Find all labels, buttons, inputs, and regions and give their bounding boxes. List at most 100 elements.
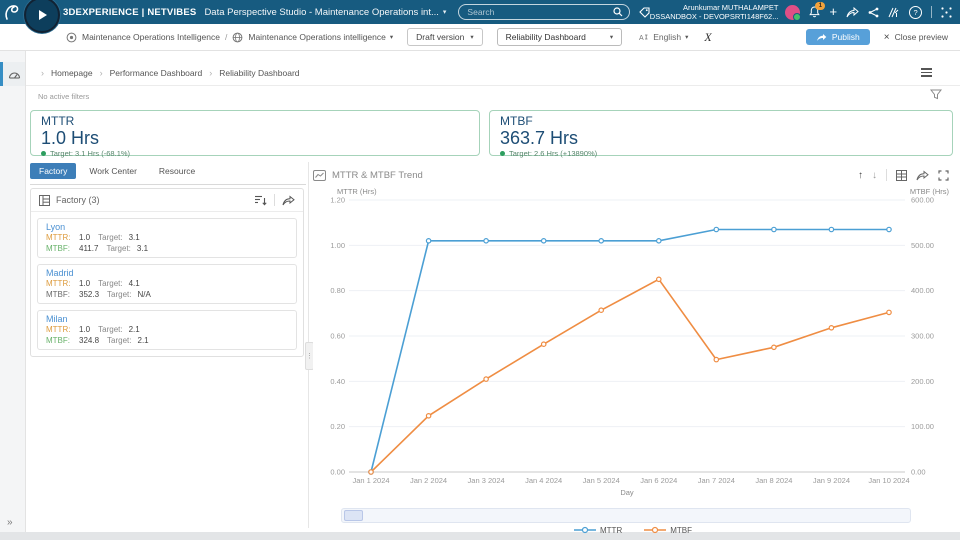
table-view-icon[interactable] [896, 169, 907, 181]
breadcrumb-separator: › [99, 67, 103, 78]
metric-label: MTBF: [46, 289, 70, 299]
breadcrumb-row: › Homepage › Performance Dashboard › Reliabil… [26, 60, 960, 86]
tab-factory[interactable]: Factory [30, 163, 77, 179]
metric-target-label: Target: [107, 289, 132, 299]
svg-text:Jan 5 2024: Jan 5 2024 [583, 476, 620, 485]
tab-resource[interactable]: Resource [158, 166, 196, 176]
dashboard-select-value: Reliability Dashboard [505, 32, 586, 42]
factory-panel-header: Factory (3) [31, 189, 303, 212]
svg-text:500.00: 500.00 [911, 241, 934, 250]
app-title[interactable]: Data Perspective Studio - Maintenance Op… [204, 6, 439, 18]
metric-target-value: 4.1 [128, 279, 140, 288]
chevron-down-icon: ▾ [609, 34, 614, 41]
svg-text:0.40: 0.40 [330, 377, 345, 386]
metric-label: MTTR: [46, 233, 71, 242]
export-icon[interactable] [282, 194, 295, 206]
svg-text:Jan 7 2024: Jan 7 2024 [698, 476, 735, 485]
model-crumb[interactable]: Maintenance Operations intelligence ▾ [232, 32, 393, 43]
metric-label: MTTR: [46, 325, 71, 334]
move-up-icon[interactable]: ↑ [858, 169, 863, 181]
kpi-value: 363.7 Hrs [500, 128, 579, 148]
share-chart-icon[interactable] [916, 169, 929, 181]
user-block[interactable]: Arunkumar MUTHALAMPET DSSANDBOX - DEVOPS… [650, 3, 779, 21]
svg-text:A: A [639, 35, 644, 42]
close-icon: × [883, 31, 890, 43]
breadcrumb-item[interactable]: Performance Dashboard [109, 67, 203, 78]
add-icon[interactable]: + [829, 4, 838, 19]
notification-badge: 1 [815, 2, 826, 10]
search-box[interactable] [458, 4, 630, 20]
help-icon[interactable]: ? [909, 5, 922, 19]
close-preview-label: Close preview [894, 32, 948, 42]
notifications-bell-icon[interactable]: 1 [809, 2, 826, 18]
tag-icon[interactable] [639, 6, 650, 18]
kpi-target-row: Target: 3.1 Hrs (-68.1%) [41, 149, 469, 158]
language-selector[interactable]: A English ▾ [638, 32, 688, 43]
tab-work-center[interactable]: Work Center [89, 166, 137, 176]
legend-item-mttr[interactable]: MTTR [574, 525, 622, 535]
fullscreen-icon[interactable] [938, 169, 949, 181]
share-arrow-icon[interactable] [846, 6, 859, 18]
dashboard-select[interactable]: Reliability Dashboard ▾ [496, 28, 623, 46]
formula-icon[interactable]: X [704, 29, 712, 44]
metric-target-label: Target: [98, 325, 123, 334]
breadcrumb-item[interactable]: Homepage [51, 67, 93, 78]
metric-row: MTTR: 1.0 Target: 2.1 [46, 325, 288, 336]
panel-divider [274, 194, 275, 206]
move-down-icon[interactable]: ↓ [872, 169, 877, 181]
compass-avatar[interactable] [24, 0, 60, 33]
kpi-card-mtbf[interactable]: MTBF 363.7 Hrs Target: 2.6 Hrs (+13890%) [489, 110, 953, 158]
factory-name[interactable]: Milan [46, 314, 68, 324]
version-label: Draft version [416, 32, 465, 42]
chevron-down-icon: ▾ [470, 34, 474, 41]
svg-text:100.00: 100.00 [911, 422, 934, 431]
publish-button[interactable]: Publish [805, 29, 870, 45]
apps-grid-icon[interactable] [941, 6, 952, 18]
svg-text:Jan 9 2024: Jan 9 2024 [813, 476, 850, 485]
sidebar-item-dashboard[interactable] [0, 62, 25, 86]
legend-label: MTBF [670, 525, 692, 535]
legend-item-mtbf[interactable]: MTBF [644, 525, 692, 535]
svg-text:Day: Day [620, 488, 634, 497]
range-slider-thumb[interactable] [344, 510, 363, 521]
metric-target-value: 2.1 [137, 335, 149, 345]
chart-title: MTTR & MTBF Trend [332, 169, 423, 181]
svg-text:600.00: 600.00 [911, 196, 934, 205]
trend-chart[interactable]: 0.00 0.20 0.40 0.60 0.80 1.00 1.20 0.00 100.00 20… [313, 186, 953, 506]
left-rail: » [0, 50, 26, 532]
dassault-logo-icon[interactable] [3, 2, 21, 22]
list-item-madrid[interactable]: Madrid MTTR: 1.0 Target: 4.1 MTBF: 352.3 Target… [37, 264, 297, 304]
filters-status: No active filters [38, 91, 90, 101]
svg-text:1.20: 1.20 [330, 196, 345, 205]
app-crumb[interactable]: Maintenance Operations Intelligence [66, 32, 220, 43]
menu-icon[interactable] [921, 68, 932, 77]
app-crumb-label: Maintenance Operations Intelligence [82, 32, 220, 42]
factory-name[interactable]: Lyon [46, 222, 66, 232]
sort-icon[interactable] [254, 195, 267, 206]
metric-target-value: 3.1 [136, 243, 149, 253]
close-preview-button[interactable]: × Close preview [884, 32, 948, 43]
kpi-card-mttr[interactable]: MTTR 1.0 Hrs Target: 3.1 Hrs (-68.1%) [30, 110, 480, 158]
breadcrumb-item[interactable]: Reliability Dashboard [219, 67, 300, 78]
filter-funnel-icon[interactable] [929, 87, 943, 105]
brand-label: 3DEXPERIENCE | NETVIBES [63, 6, 197, 18]
svg-text:MTTR (Hrs): MTTR (Hrs) [337, 187, 377, 196]
list-item-milan[interactable]: Milan MTTR: 1.0 Target: 2.1 MTBF: 324.8 Target:… [37, 310, 297, 350]
factory-name[interactable]: Madrid [46, 268, 74, 278]
swym-icon[interactable] [888, 7, 900, 18]
expand-rail-icon[interactable]: » [7, 517, 13, 528]
share-nodes-icon[interactable] [868, 7, 879, 18]
search-input[interactable] [465, 6, 613, 18]
chevron-down-icon[interactable]: ▾ [442, 9, 447, 16]
avatar[interactable] [785, 4, 802, 21]
svg-text:MTBF (Hrs): MTBF (Hrs) [910, 187, 950, 196]
version-button[interactable]: Draft version ▾ [407, 28, 483, 46]
metric-row: MTBF: 324.8 Target: 2.1 [46, 336, 288, 347]
chart-range-slider[interactable] [341, 508, 911, 523]
svg-text:200.00: 200.00 [911, 377, 934, 386]
list-item-lyon[interactable]: Lyon MTTR: 1.0 Target: 3.1 MTBF: 411.7 Target: 3… [37, 218, 297, 258]
kpi-target: Target: 3.1 Hrs (-68.1%) [50, 149, 131, 158]
metric-label: MTBF: [46, 335, 70, 345]
svg-text:Jan 10 2024: Jan 10 2024 [868, 476, 909, 485]
svg-text:Jan 2 2024: Jan 2 2024 [410, 476, 447, 485]
